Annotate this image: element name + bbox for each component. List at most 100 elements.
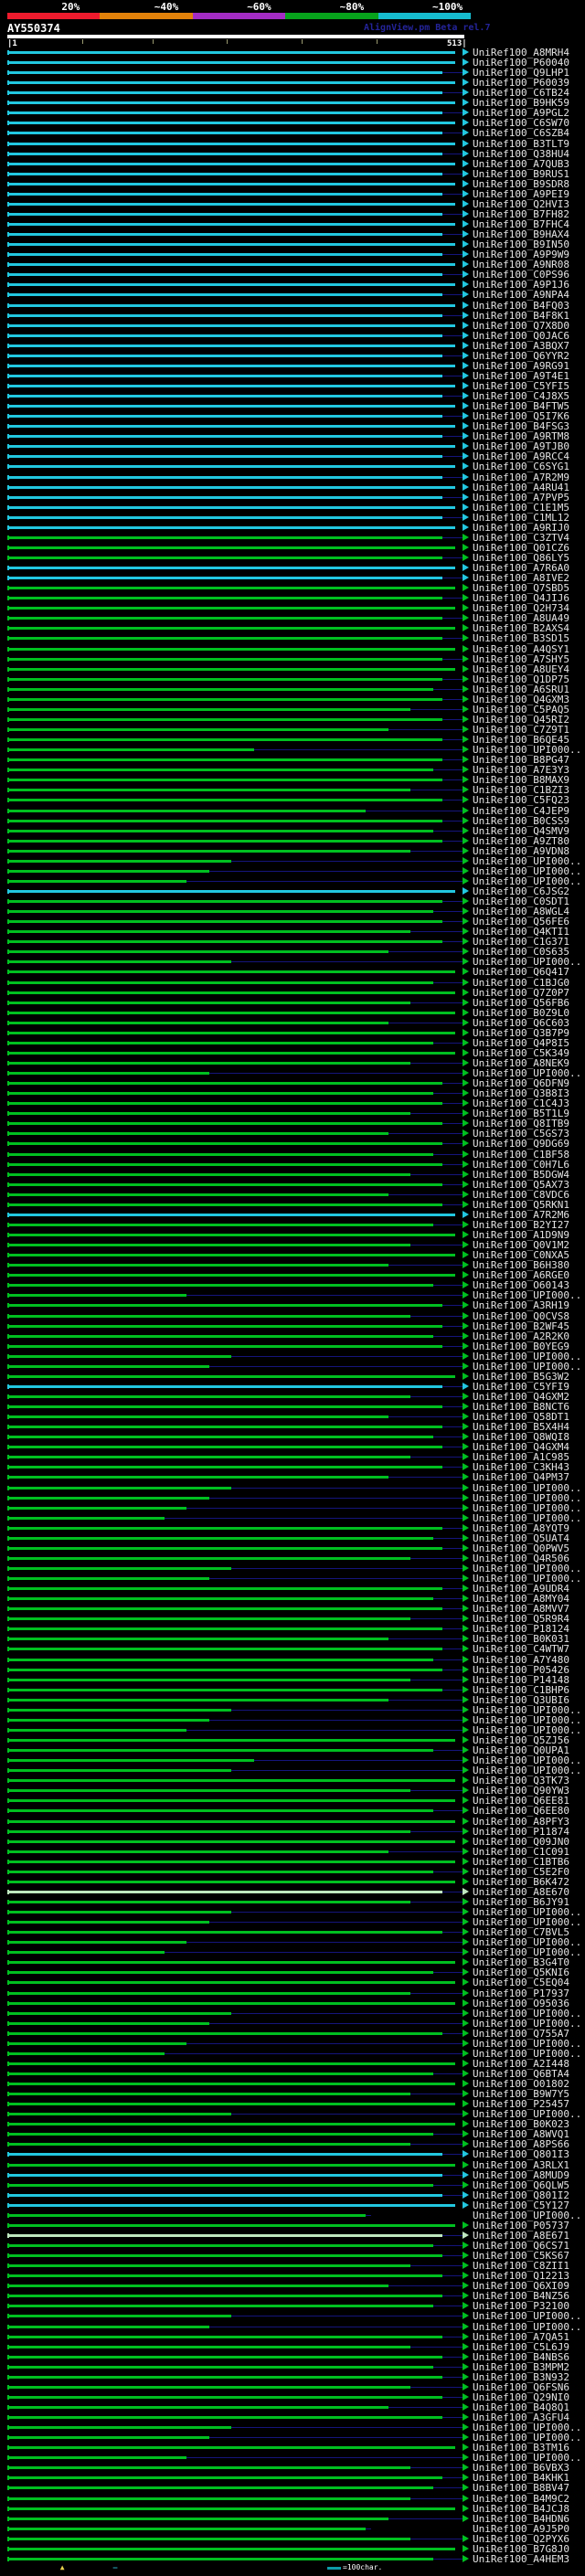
hit-bar[interactable] (7, 597, 442, 600)
hit-bar[interactable] (7, 212, 442, 216)
hit-bar[interactable] (7, 2163, 455, 2167)
hit-bar[interactable] (7, 546, 455, 549)
hit-bar[interactable] (7, 1486, 231, 1489)
hit-label[interactable]: UniRef100_C5YFI9 (473, 1380, 569, 1393)
hit-label[interactable]: UniRef100_Q4GXM4 (473, 1441, 569, 1454)
hit-label[interactable]: UniRef100_C1C4J3 (473, 1097, 569, 1110)
hit-label[interactable]: UniRef100_A9ZT80 (473, 834, 569, 847)
hit-label[interactable]: UniRef100_UPI000.. (473, 1754, 582, 1767)
hit-label[interactable]: UniRef100_Q0JAC6 (473, 329, 569, 342)
hit-label[interactable]: UniRef100_UPI000.. (473, 1481, 582, 1494)
hit-bar[interactable] (7, 1051, 455, 1055)
hit-bar[interactable] (7, 1294, 186, 1298)
hit-bar[interactable] (7, 1122, 442, 1126)
hit-bar[interactable] (7, 1911, 231, 1914)
hit-bar[interactable] (7, 1951, 165, 1955)
hit-label[interactable]: UniRef100_Q5RKN1 (473, 1198, 569, 1211)
hit-label[interactable]: UniRef100_Q9DG69 (473, 1138, 569, 1150)
hit-bar[interactable] (7, 2083, 455, 2086)
hit-bar[interactable] (7, 789, 410, 792)
hit-label[interactable]: UniRef100_UPI000.. (473, 1511, 582, 1524)
hit-bar[interactable] (7, 2062, 455, 2065)
hit-bar[interactable] (7, 2133, 433, 2136)
hit-bar[interactable] (7, 607, 455, 610)
hit-label[interactable]: UniRef100_P60040 (473, 57, 569, 69)
hit-label[interactable]: UniRef100_C0PS96 (473, 269, 569, 281)
hit-bar[interactable] (7, 2507, 455, 2510)
hit-bar[interactable] (7, 839, 442, 843)
hit-label[interactable]: UniRef100_B4NZ56 (473, 2290, 569, 2303)
hit-bar[interactable] (7, 182, 455, 186)
hit-bar[interactable] (7, 1516, 165, 1520)
hit-label[interactable]: UniRef100_Q8ITB9 (473, 1118, 569, 1130)
hit-label[interactable]: UniRef100_A9J5P0 (473, 2522, 569, 2535)
hit-label[interactable]: UniRef100_B0CSS9 (473, 814, 569, 827)
hit-label[interactable]: UniRef100_A9RTM8 (473, 430, 569, 443)
hit-label[interactable]: UniRef100_Q4P8I5 (473, 1036, 569, 1049)
hit-label[interactable]: UniRef100_C6SW70 (473, 117, 569, 130)
hit-label[interactable]: UniRef100_A9NR08 (473, 259, 569, 271)
hit-bar[interactable] (7, 738, 442, 742)
hit-bar[interactable] (7, 2436, 209, 2440)
hit-bar[interactable] (7, 1597, 433, 1601)
hit-bar[interactable] (7, 1172, 410, 1176)
hit-bar[interactable] (7, 1991, 410, 1995)
hit-label[interactable]: UniRef100_B3N932 (473, 2370, 569, 2383)
hit-bar[interactable] (7, 2395, 442, 2399)
hit-label[interactable]: UniRef100_C5EQ04 (473, 1977, 569, 1989)
hit-label[interactable]: UniRef100_C5K349 (473, 1046, 569, 1059)
hit-label[interactable]: UniRef100_A3BQX7 (473, 339, 569, 352)
hit-bar[interactable] (7, 697, 442, 701)
hit-bar[interactable] (7, 405, 455, 408)
hit-label[interactable]: UniRef100_C6TB24 (473, 87, 569, 100)
hit-bar[interactable] (7, 2031, 442, 2035)
hit-label[interactable]: UniRef100_B4FQ03 (473, 299, 569, 312)
hit-bar[interactable] (7, 677, 442, 681)
hit-label[interactable]: UniRef100_UPI000.. (473, 2209, 582, 2221)
hit-label[interactable]: UniRef100_Q4SMV9 (473, 824, 569, 837)
hit-bar[interactable] (7, 2355, 442, 2359)
hit-label[interactable]: UniRef100_UPI000.. (473, 2037, 582, 2050)
hit-bar[interactable] (7, 2103, 455, 2106)
hit-bar[interactable] (7, 920, 442, 924)
hit-bar[interactable] (7, 1607, 442, 1611)
hit-label[interactable]: UniRef100_Q6Q417 (473, 966, 569, 979)
hit-bar[interactable] (7, 313, 442, 317)
hit-label[interactable]: UniRef100_Q5AX73 (473, 1178, 569, 1191)
hit-label[interactable]: UniRef100_B8PG47 (473, 754, 569, 767)
hit-label[interactable]: UniRef100_UPI000.. (473, 744, 582, 757)
hit-bar[interactable] (7, 1688, 442, 1691)
hit-bar[interactable] (7, 2345, 410, 2348)
hit-label[interactable]: UniRef100_Q6DFN9 (473, 1077, 569, 1090)
hit-bar[interactable] (7, 1466, 442, 1469)
hit-bar[interactable] (7, 1374, 455, 1378)
hit-bar[interactable] (7, 162, 455, 165)
hit-label[interactable]: UniRef100_B2WF45 (473, 1320, 569, 1332)
hit-label[interactable]: UniRef100_B8MAX9 (473, 774, 569, 787)
hit-label[interactable]: UniRef100_A9P1J6 (473, 279, 569, 292)
hit-label[interactable]: UniRef100_Q5ZJ56 (473, 1734, 569, 1747)
hit-label[interactable]: UniRef100_B6H380 (473, 1259, 569, 1272)
hit-bar[interactable] (7, 1627, 442, 1631)
hit-bar[interactable] (7, 1839, 455, 1843)
hit-label[interactable]: UniRef100_A7Y480 (473, 1653, 569, 1666)
hit-label[interactable]: UniRef100_B3TM16 (473, 2442, 569, 2454)
hit-bar[interactable] (7, 1112, 410, 1116)
hit-label[interactable]: UniRef100_B9W7Y5 (473, 2088, 569, 2101)
hit-bar[interactable] (7, 1648, 442, 1651)
hit-label[interactable]: UniRef100_B4FSG3 (473, 420, 569, 433)
hit-label[interactable]: UniRef100_A8MVV7 (473, 1603, 569, 1616)
hit-bar[interactable] (7, 1142, 442, 1146)
hit-bar[interactable] (7, 1364, 209, 1368)
hit-label[interactable]: UniRef100_B4KHK1 (473, 2472, 569, 2485)
hit-bar[interactable] (7, 1789, 410, 1793)
hit-label[interactable]: UniRef100_Q6QLW5 (473, 2178, 569, 2191)
hit-bar[interactable] (7, 61, 455, 65)
hit-label[interactable]: UniRef100_C1BTB6 (473, 1855, 569, 1868)
hit-bar[interactable] (7, 1819, 455, 1823)
hit-label[interactable]: UniRef100_C5L6J9 (473, 2340, 569, 2353)
hit-bar[interactable] (7, 2173, 442, 2177)
hit-bar[interactable] (7, 1041, 433, 1044)
hit-label[interactable]: UniRef100_UPI000.. (473, 854, 582, 867)
hit-bar[interactable] (7, 1415, 388, 1419)
